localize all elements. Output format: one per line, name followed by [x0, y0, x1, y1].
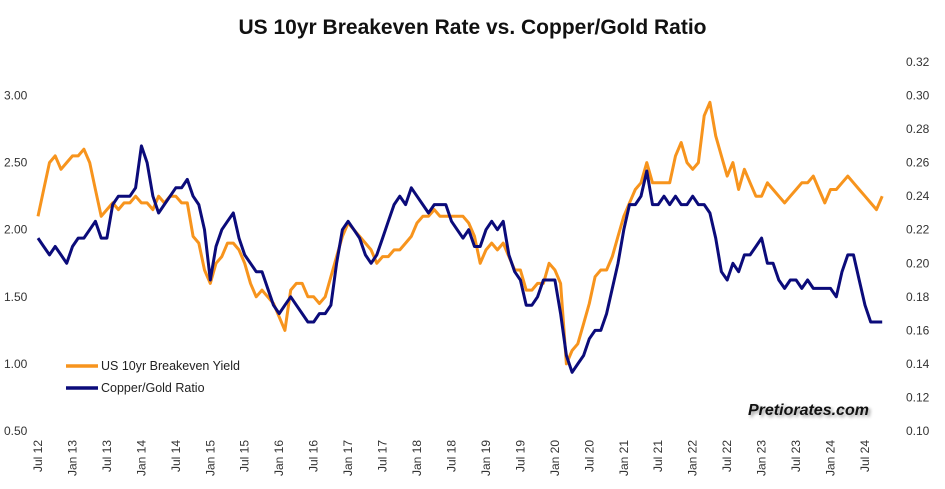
x-axis-tick-label: Jul 21: [651, 440, 665, 472]
x-axis-tick-label: Jul 19: [513, 440, 527, 472]
x-axis-tick-label: Jul 24: [858, 440, 872, 472]
x-axis-tick-label: Jan 15: [203, 440, 217, 476]
right-axis-tick-label: 0.28: [906, 122, 930, 136]
right-axis-tick-label: 0.20: [906, 256, 930, 270]
breakeven-yield-line: [36, 100, 884, 366]
watermark: Pretiorates.com: [748, 402, 869, 419]
right-axis-tick-label: 0.24: [906, 189, 930, 203]
right-axis-tick-label: 0.32: [906, 55, 930, 69]
left-axis-tick-label: 2.00: [4, 223, 28, 237]
right-axis-tick-label: 0.30: [906, 89, 930, 103]
x-axis-tick-label: Jul 16: [307, 440, 321, 472]
x-axis-tick-label: Jan 19: [479, 440, 493, 476]
right-axis-tick-label: 0.10: [906, 424, 930, 438]
x-axis-tick-label: Jan 16: [272, 440, 286, 476]
chart-title: US 10yr Breakeven Rate vs. Copper/Gold R…: [238, 16, 707, 39]
left-axis-tick-label: 1.00: [4, 357, 28, 371]
left-axis-tick-label: 0.50: [4, 424, 28, 438]
x-axis-tick-label: Jul 17: [376, 440, 390, 472]
right-axis-tick-label: 0.18: [906, 290, 930, 304]
x-axis-tick-label: Jul 23: [789, 440, 803, 472]
x-axis-tick-label: Jul 20: [582, 440, 596, 472]
right-axis-tick-label: 0.12: [906, 390, 930, 404]
x-axis-tick-label: Jan 22: [686, 440, 700, 476]
left-axis-tick-label: 3.00: [4, 89, 28, 103]
x-axis-tick-label: Jul 13: [100, 440, 114, 472]
x-axis-tick-label: Jan 20: [548, 440, 562, 476]
x-axis-tick-label: Jan 21: [617, 440, 631, 476]
right-axis-tick-label: 0.26: [906, 156, 930, 170]
x-axis-tick-label: Jan 23: [755, 440, 769, 476]
x-axis-tick-label: Jan 17: [341, 440, 355, 476]
right-axis-tick-label: 0.14: [906, 357, 930, 371]
right-axis-tick-label: 0.16: [906, 323, 930, 337]
x-axis-tick-label: Jul 18: [444, 440, 458, 472]
x-axis-tick-label: Jan 13: [65, 440, 79, 476]
x-axis-tick-label: Jul 15: [238, 440, 252, 472]
copper-gold-ratio-line: [36, 144, 883, 374]
x-axis-tick-label: Jan 24: [824, 440, 838, 476]
x-axis-tick-label: Jan 18: [410, 440, 424, 476]
legend-label: US 10yr Breakeven Yield: [101, 359, 240, 373]
x-axis-tick-label: Jul 12: [31, 440, 45, 472]
x-axis-tick-label: Jul 14: [169, 440, 183, 472]
left-axis-tick-label: 1.50: [4, 290, 28, 304]
x-axis-tick-label: Jan 14: [134, 440, 148, 476]
left-axis-tick-label: 2.50: [4, 156, 28, 170]
legend-label: Copper/Gold Ratio: [101, 381, 205, 395]
x-axis-tick-label: Jul 22: [720, 440, 734, 472]
right-axis-tick-label: 0.22: [906, 223, 930, 237]
